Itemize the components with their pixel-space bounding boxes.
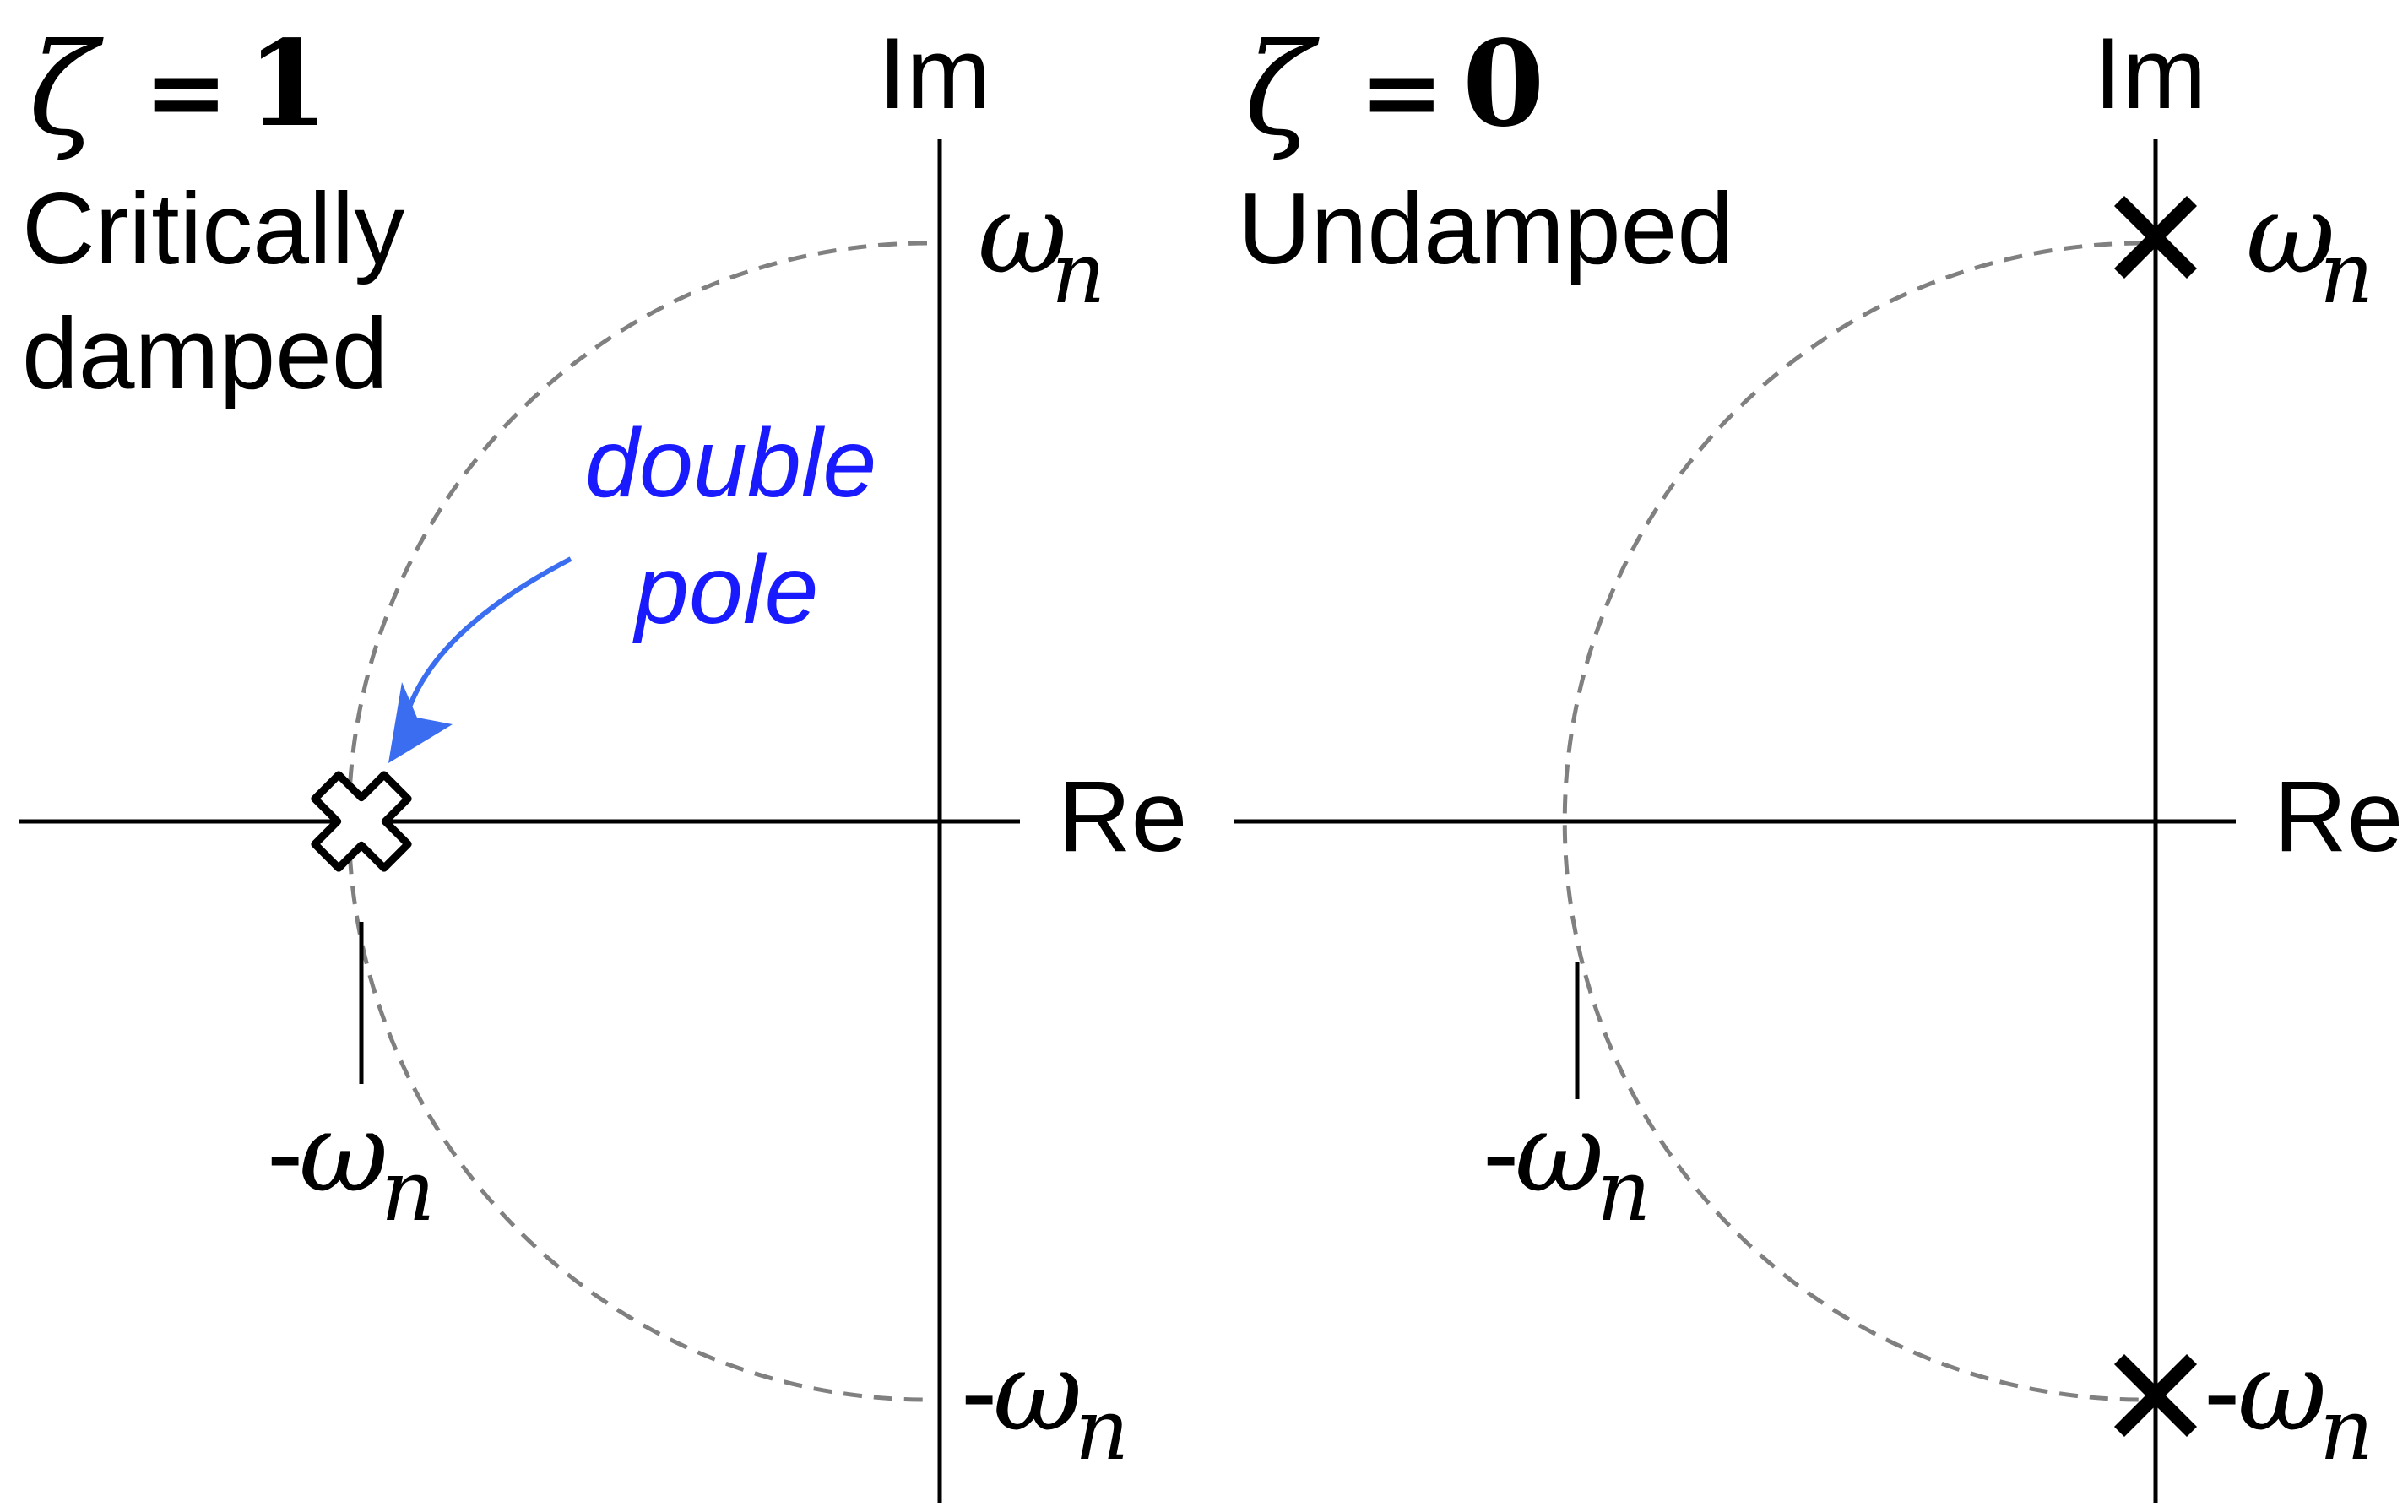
damping-label-line1: Critically [22,172,404,285]
neg-omega-n-bottom-minus: - [2204,1330,2240,1453]
panel-critically-damped: ζ = 1 Critically damped Im Re ω n - ω n … [19,15,1187,1503]
re-axis-label: Re [2274,760,2403,873]
omega-n-top-subscript: n [2319,224,2373,322]
neg-omega-n-real-symbol: ω [299,1088,388,1217]
re-axis-label: Re [1058,760,1187,873]
equals-sign: = [1359,32,1445,151]
neg-omega-n-bottom-symbol: ω [2237,1327,2327,1455]
omega-n-top-subscript: n [1051,224,1105,322]
omega-n-top-symbol: ω [2246,170,2335,298]
pole-marker-top [2113,195,2198,279]
neg-omega-n-real-minus: - [1483,1091,1519,1214]
damping-label-line1: Undamped [1238,172,1733,285]
neg-omega-n-bottom-minus: - [961,1330,997,1453]
neg-omega-n-bottom-subscript: n [2319,1380,2373,1479]
double-pole-annotation-line2: pole [632,536,818,644]
zeta-symbol: ζ [1245,17,1320,164]
im-axis-label: Im [878,17,990,130]
damping-label-line2: damped [22,297,388,410]
omega-n-top-symbol: ω [978,170,1067,298]
natural-frequency-circle [1562,241,2144,1402]
neg-omega-n-bottom-symbol: ω [993,1327,1082,1455]
im-axis-label: Im [2094,17,2206,130]
pole-marker-bottom [2113,1353,2198,1438]
double-pole-annotation-line1: double [585,409,876,518]
zeta-symbol: ζ [29,17,104,164]
panel-undamped: ζ = 0 Undamped Im Re ω n - ω n - ω n [1234,15,2403,1503]
annotation-arrow [406,556,572,711]
neg-omega-n-real-minus: - [267,1091,303,1214]
annotation-arrowhead [388,682,453,763]
neg-omega-n-real-symbol: ω [1515,1088,1604,1217]
zeta-value: 1 [247,15,328,154]
neg-omega-n-real-subscript: n [381,1141,435,1240]
natural-frequency-circle [346,241,928,1402]
zeta-value: 0 [1462,15,1544,154]
double-pole-marker [311,771,412,872]
neg-omega-n-real-subscript: n [1597,1141,1651,1240]
equals-sign: = [144,32,229,151]
neg-omega-n-bottom-subscript: n [1075,1380,1129,1479]
